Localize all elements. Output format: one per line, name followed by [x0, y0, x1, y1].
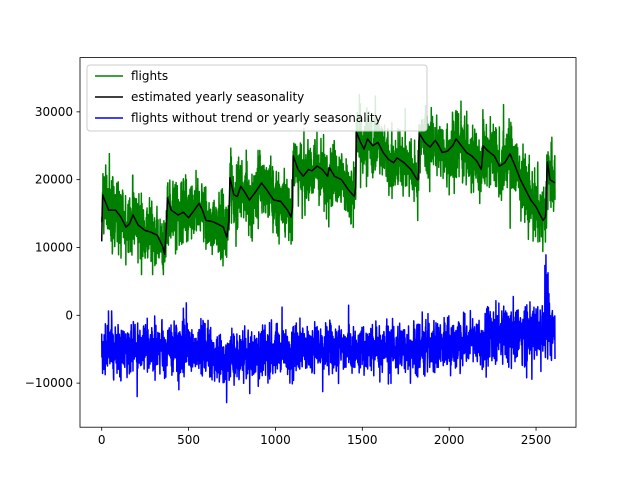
- y-tick-label: 20000: [35, 173, 73, 187]
- y-tick-label: −10000: [25, 376, 73, 390]
- x-tick-label: 0: [98, 433, 106, 447]
- legend-label-residual: flights without trend or yearly seasonal…: [131, 111, 382, 125]
- y-tick-label: 30000: [35, 105, 73, 119]
- legend: flights estimated yearly seasonality fli…: [86, 64, 428, 132]
- legend-label-seasonality: estimated yearly seasonality: [131, 90, 304, 104]
- axes-frame: [79, 57, 577, 428]
- y-tick-label: 0: [65, 308, 73, 322]
- x-tick-label: 2000: [434, 433, 465, 447]
- legend-box: [86, 64, 428, 132]
- y-axis: −10000 0 10000 20000 30000: [25, 105, 80, 390]
- series-layer: [100, 93, 556, 404]
- legend-label-flights: flights: [131, 69, 168, 83]
- x-tick-label: 1500: [347, 433, 378, 447]
- x-tick-label: 1000: [260, 433, 291, 447]
- x-axis: 0 500 1000 1500 2000 2500: [98, 427, 551, 447]
- x-tick-label: 2500: [521, 433, 552, 447]
- y-tick-label: 10000: [35, 240, 73, 254]
- series-line-seasonality: [100, 131, 556, 256]
- x-tick-label: 500: [177, 433, 200, 447]
- series-line-residual: [100, 254, 556, 404]
